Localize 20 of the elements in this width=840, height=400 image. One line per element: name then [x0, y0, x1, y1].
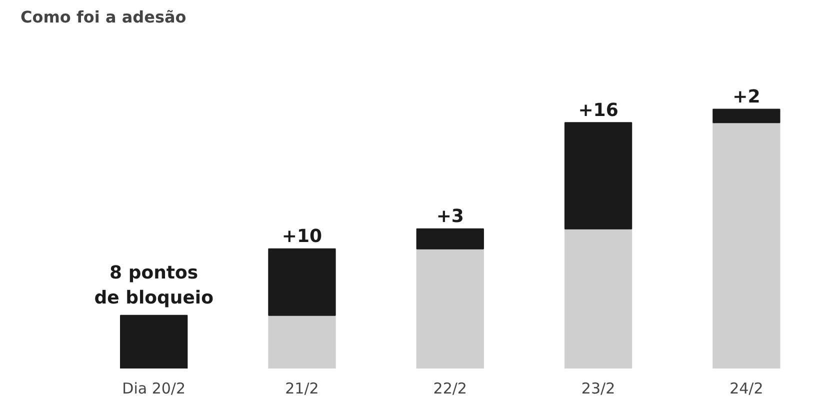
bar — [564, 122, 632, 230]
x-tick-label: 22/2 — [433, 380, 467, 398]
bar — [416, 248, 484, 368]
data-label: +16 — [578, 100, 618, 121]
chart-title: Como foi a adesão — [20, 8, 186, 26]
bar — [120, 314, 188, 368]
bar — [564, 228, 632, 368]
bar — [416, 228, 484, 250]
bar — [712, 108, 780, 124]
x-tick-label: 21/2 — [285, 380, 319, 398]
bar — [268, 248, 336, 316]
bar — [712, 122, 780, 368]
data-label: +2 — [732, 86, 760, 108]
x-tick-label: 23/2 — [581, 380, 616, 398]
data-label: +10 — [282, 226, 322, 248]
x-tick-label: Dia 20/2 — [122, 380, 186, 398]
data-label: +3 — [436, 206, 464, 228]
bar — [268, 314, 336, 368]
x-tick-label: 24/2 — [730, 380, 764, 398]
data-label: 8 pontos de bloqueio — [94, 262, 214, 309]
